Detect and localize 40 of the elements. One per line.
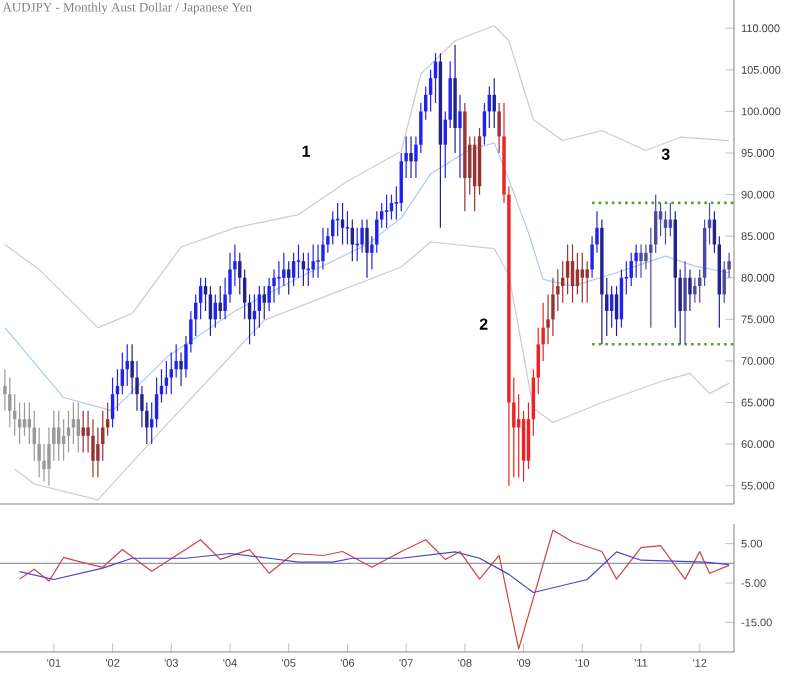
candlestick (218, 285, 222, 320)
candlestick (345, 210, 350, 246)
candlestick (91, 418, 95, 478)
candlestick (688, 268, 692, 312)
annotation: 3 (661, 148, 670, 160)
candlestick (169, 352, 173, 395)
candlestick (267, 277, 271, 312)
candlestick (683, 260, 687, 345)
annotation: 2 (479, 318, 488, 330)
line-series (14, 241, 730, 501)
candlestick (286, 260, 291, 295)
candlestick (296, 243, 301, 279)
candlestick (722, 260, 726, 304)
candlestick (272, 268, 276, 304)
candlestick (409, 135, 413, 179)
candlestick (639, 243, 643, 279)
candlestick (321, 227, 325, 271)
candlestick (282, 252, 286, 287)
candlestick (551, 277, 555, 337)
candlestick (81, 410, 85, 454)
candlestick (66, 410, 71, 454)
line-series (4, 25, 730, 329)
candlestick (497, 102, 501, 154)
candlestick (634, 243, 638, 279)
candlestick (658, 202, 663, 237)
candlestick (8, 376, 12, 429)
candlestick (693, 277, 697, 304)
annotation: 1 (302, 145, 311, 157)
candlestick (262, 285, 266, 320)
candlestick (277, 260, 281, 295)
candlestick (360, 218, 364, 254)
candlestick (179, 352, 183, 387)
candlestick (580, 252, 585, 304)
line-series (18, 551, 730, 594)
candlestick (585, 260, 589, 304)
candlestick (384, 193, 389, 229)
candlestick (458, 94, 462, 179)
candlestick (311, 243, 315, 279)
candlestick (365, 218, 369, 279)
line-series (18, 529, 730, 650)
